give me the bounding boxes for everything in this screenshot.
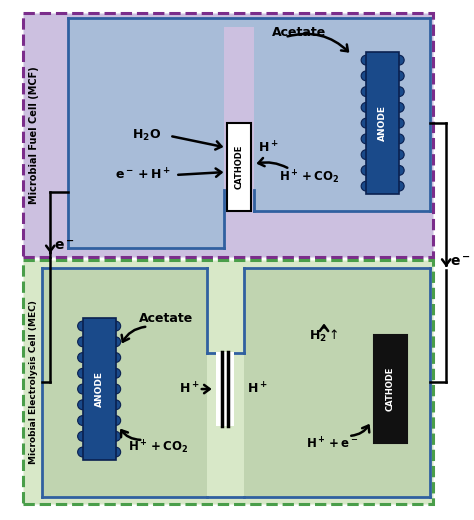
Circle shape <box>111 432 121 441</box>
Circle shape <box>361 118 371 128</box>
Bar <box>366 52 399 194</box>
Bar <box>82 318 116 460</box>
Circle shape <box>361 134 371 144</box>
Circle shape <box>361 165 371 175</box>
Bar <box>227 123 251 211</box>
Text: $\mathbf{e^- + H^+}$: $\mathbf{e^- + H^+}$ <box>115 167 171 183</box>
Circle shape <box>394 55 404 65</box>
Circle shape <box>111 337 121 347</box>
Circle shape <box>394 181 404 191</box>
Polygon shape <box>68 18 429 28</box>
Text: Microbial Electrolysis Cell (MEC): Microbial Electrolysis Cell (MEC) <box>29 300 38 464</box>
Circle shape <box>78 337 87 347</box>
Text: $\mathbf{H^+ + e^-}$: $\mathbf{H^+ + e^-}$ <box>306 436 358 451</box>
Text: CATHODE: CATHODE <box>235 145 244 189</box>
Polygon shape <box>254 18 429 211</box>
Circle shape <box>78 321 87 331</box>
Circle shape <box>78 368 87 378</box>
Bar <box>374 335 407 443</box>
Text: Acetate: Acetate <box>273 25 327 38</box>
Circle shape <box>111 415 121 425</box>
Circle shape <box>78 415 87 425</box>
Text: $\mathbf{H^+ + CO_2}$: $\mathbf{H^+ + CO_2}$ <box>128 439 188 457</box>
Circle shape <box>111 321 121 331</box>
Text: $\mathbf{H^+ + CO_2}$: $\mathbf{H^+ + CO_2}$ <box>279 168 339 186</box>
Text: $\mathbf{H_2O}$: $\mathbf{H_2O}$ <box>132 128 161 144</box>
Bar <box>23 12 434 257</box>
Text: $\mathbf{H^+}$: $\mathbf{H^+}$ <box>257 140 278 155</box>
Circle shape <box>78 447 87 457</box>
Bar <box>244 268 429 497</box>
Text: $\mathbf{H_2}$$\uparrow$: $\mathbf{H_2}$$\uparrow$ <box>310 328 339 344</box>
Text: ANODE: ANODE <box>378 105 387 141</box>
Bar <box>43 268 207 497</box>
Circle shape <box>394 165 404 175</box>
Circle shape <box>111 400 121 410</box>
Circle shape <box>394 87 404 97</box>
Circle shape <box>78 400 87 410</box>
Circle shape <box>111 353 121 362</box>
Circle shape <box>361 102 371 112</box>
Circle shape <box>361 71 371 81</box>
Circle shape <box>111 447 121 457</box>
Circle shape <box>394 150 404 160</box>
Circle shape <box>111 368 121 378</box>
Circle shape <box>394 102 404 112</box>
Text: CATHODE: CATHODE <box>386 367 395 411</box>
Circle shape <box>394 134 404 144</box>
Bar <box>23 260 434 504</box>
Circle shape <box>361 150 371 160</box>
Circle shape <box>394 71 404 81</box>
Text: Acetate: Acetate <box>138 312 193 325</box>
Text: ANODE: ANODE <box>95 371 104 407</box>
Circle shape <box>361 87 371 97</box>
Text: $\mathbf{H^+}$: $\mathbf{H^+}$ <box>247 381 268 397</box>
Circle shape <box>394 118 404 128</box>
Circle shape <box>78 353 87 362</box>
Text: $\mathbf{e^-}$: $\mathbf{e^-}$ <box>54 239 75 253</box>
Circle shape <box>111 384 121 394</box>
Polygon shape <box>68 18 224 248</box>
Circle shape <box>78 432 87 441</box>
Circle shape <box>361 55 371 65</box>
Circle shape <box>361 181 371 191</box>
Text: $\mathbf{e^-}$: $\mathbf{e^-}$ <box>450 256 471 270</box>
Bar <box>217 353 234 426</box>
Text: $\mathbf{H^+}$: $\mathbf{H^+}$ <box>179 381 200 397</box>
Circle shape <box>78 384 87 394</box>
Text: Microbial Fuel Cell (MCF): Microbial Fuel Cell (MCF) <box>28 66 39 204</box>
